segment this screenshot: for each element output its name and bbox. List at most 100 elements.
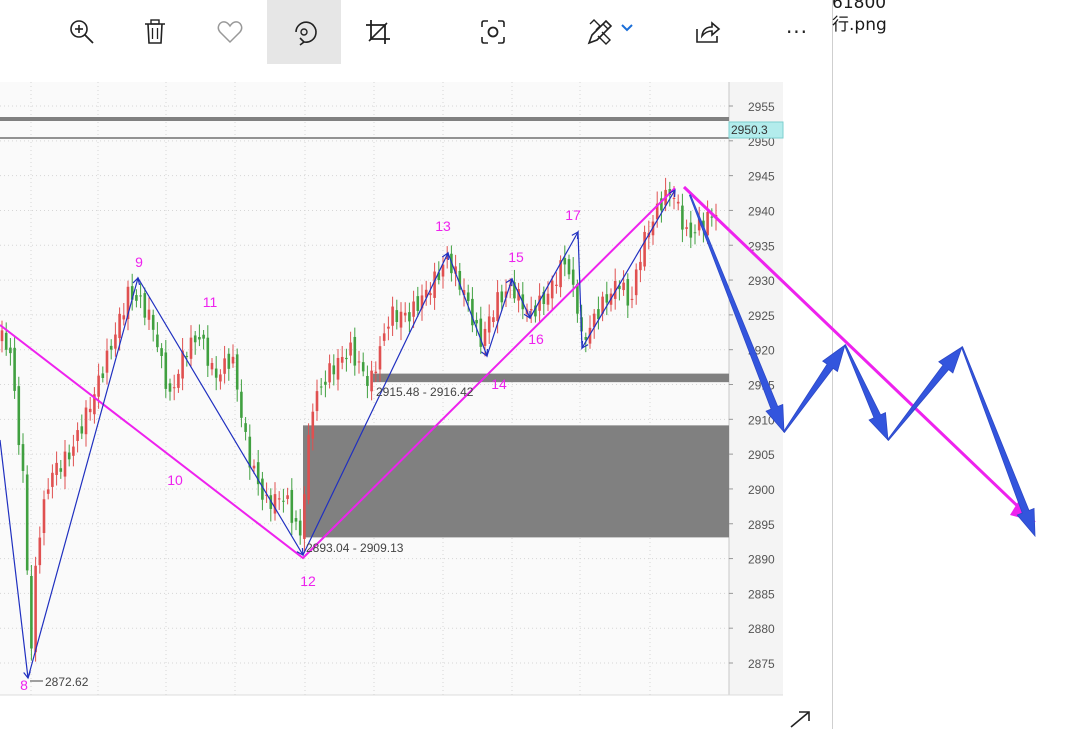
candle-body [689,222,693,238]
candle-body [130,286,134,300]
candle-body [210,362,214,370]
candle-body [462,290,466,296]
candle-body [4,332,8,350]
current-price-box [728,121,784,139]
candle-body [471,298,474,326]
chevron-down-icon [621,24,633,32]
y-tick-label: 2935 [748,239,775,253]
candle-body [151,314,155,330]
candle-body [584,337,588,340]
candle-body [34,565,37,653]
trend-line [0,187,676,560]
candle-body [109,345,113,350]
share-icon [696,21,721,43]
candle-body [416,296,420,311]
visual-search-button[interactable] [456,0,530,64]
candle-body [626,279,630,306]
plot-area [0,82,729,695]
candle-body [475,319,478,324]
candle-body [706,211,709,236]
price-annotation: 2872.62 [45,675,89,689]
candle-body [588,327,592,344]
candle-body [67,452,71,460]
y-tick-label: 2925 [748,309,775,323]
support-zone [373,373,729,383]
y-tick-label: 2930 [748,274,775,288]
candle-body [672,197,676,199]
forecast-arrow [843,344,889,442]
candle-body [135,295,138,301]
candle-body [9,347,12,354]
toolbar: ··· [0,0,832,64]
crop-button[interactable] [341,0,415,64]
candle-body [538,295,541,311]
trash-icon [145,19,165,44]
candle-body [601,296,604,314]
candle-body [408,312,411,322]
candle-body [298,520,302,536]
candle-body [340,356,344,363]
wave-label: 11 [203,294,218,310]
candle-body [219,374,222,382]
candle-body [177,373,180,388]
wave-arrowhead [571,230,579,240]
candle-body [513,282,516,299]
y-tick-label: 2955 [748,100,775,114]
file-name-line-2: 行.png [832,15,887,35]
edit-button[interactable] [570,0,650,64]
candle-body [349,342,352,356]
candle-body [391,306,394,326]
y-tick-label: 2880 [748,622,775,636]
candle-body [206,337,210,366]
wave-arrowhead [581,340,589,350]
candle-body [118,313,121,339]
wave-label: 8 [20,677,28,693]
y-tick-label: 2890 [748,553,775,567]
candle-body [597,309,600,320]
candle-body [42,499,46,533]
candle-body [227,353,231,369]
candle-body [336,357,340,380]
y-tick-label: 2945 [748,170,775,184]
y-tick-label: 2905 [748,448,775,462]
crop-icon [366,20,390,44]
wave-arrowhead [132,276,141,285]
favorite-button[interactable] [193,0,267,64]
candle-body [546,293,550,305]
y-tick-label: 2895 [748,518,775,532]
candle-body [496,292,499,321]
more-icon: ··· [785,20,809,44]
candle-body [479,318,483,347]
forecast-arrow [688,194,785,434]
candle-body [181,350,184,379]
expand-button[interactable] [788,706,814,729]
candle-body [248,436,252,468]
candle-body [25,474,29,571]
candle-body [559,260,562,288]
candle-body [114,334,117,349]
share-button[interactable] [671,0,745,64]
demand-zone [303,425,729,538]
candle-body [168,383,172,392]
candle-body [630,298,634,300]
zoom-button[interactable] [45,0,119,64]
candle-body [324,381,327,385]
candle-body [681,205,684,230]
candle-body [567,259,571,275]
candle-body [282,500,285,502]
candle-body [542,291,546,305]
candle-body [424,289,428,298]
wave-label: 12 [300,573,316,589]
candle-body [286,495,289,499]
y-tick-label: 2875 [748,657,775,671]
more-button[interactable]: ··· [760,0,834,64]
candle-body [261,478,264,500]
candle-body [441,264,445,277]
wave-label: 14 [491,376,507,392]
candle-body [643,231,646,267]
wave-label: 13 [435,218,451,234]
candle-body [72,446,75,456]
rotate-button[interactable] [267,0,341,64]
delete-button[interactable] [118,0,192,64]
candle-body [59,468,63,472]
